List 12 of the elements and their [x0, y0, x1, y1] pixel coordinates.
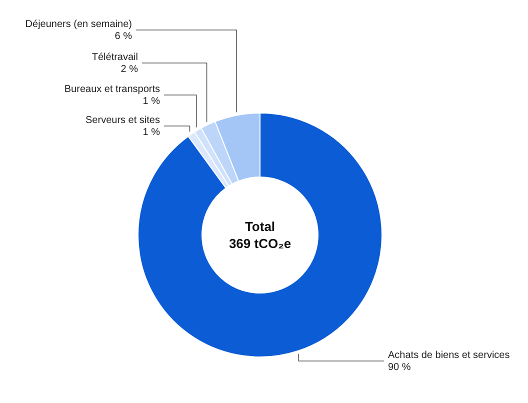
slice-label: Achats de biens et services: [388, 350, 510, 361]
slice-label: Serveurs et sites: [86, 115, 160, 126]
slice-label: Télétravail: [92, 52, 138, 63]
data-label: 90 %: [388, 362, 411, 373]
text: Total: [244, 219, 276, 234]
data-label: 1 %: [142, 127, 160, 138]
data-label: 2 %: [120, 64, 138, 75]
data-label: 6 %: [114, 31, 132, 42]
data-label: 1 %: [142, 96, 160, 107]
slice-label: Déjeuners (en semaine): [25, 19, 132, 30]
text: 369 tCO₂e: [228, 236, 292, 251]
slice-label: Bureaux et transports: [64, 84, 160, 95]
